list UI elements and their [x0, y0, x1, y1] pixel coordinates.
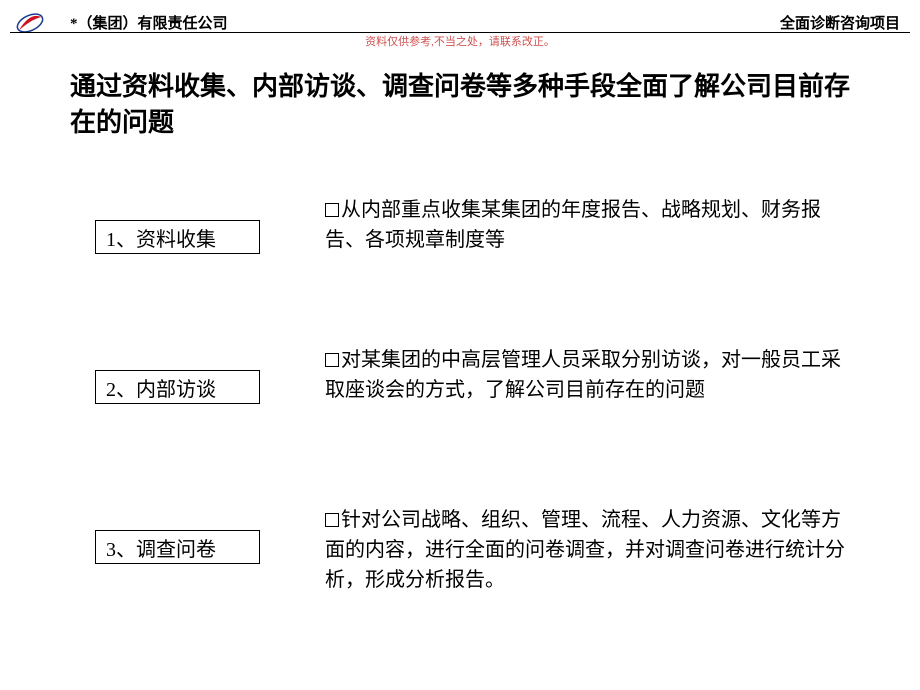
- bullet-icon: [325, 513, 339, 527]
- section-1-desc: 从内部重点收集某集团的年度报告、战略规划、财务报告、各项规章制度等: [325, 195, 860, 255]
- section-1-label: 1、资料收集: [95, 220, 260, 254]
- section-2-desc: 对某集团的中高层管理人员采取分别访谈，对一般员工采取座谈会的方式，了解公司目前存…: [325, 345, 860, 405]
- watermark-text: 资料仅供参考,不当之处，请联系改正。: [0, 33, 920, 49]
- section-2-desc-text: 对某集团的中高层管理人员采取分别访谈，对一般员工采取座谈会的方式，了解公司目前存…: [325, 349, 841, 401]
- section-3-label: 3、调查问卷: [95, 530, 260, 564]
- section-1-desc-text: 从内部重点收集某集团的年度报告、战略规划、财务报告、各项规章制度等: [325, 199, 821, 251]
- slide-header: *（集团）有限责任公司 全面诊断咨询项目 资料仅供参考,不当之处，请联系改正。: [0, 0, 920, 10]
- section-3-desc-text: 针对公司战略、组织、管理、流程、人力资源、文化等方面的内容，进行全面的问卷调查，…: [325, 509, 845, 591]
- slide-title: 通过资料收集、内部访谈、调查问卷等多种手段全面了解公司目前存在的问题: [70, 68, 860, 141]
- header-company-name: *（集团）有限责任公司: [70, 12, 228, 33]
- section-3-desc: 针对公司战略、组织、管理、流程、人力资源、文化等方面的内容，进行全面的问卷调查，…: [325, 505, 860, 595]
- bullet-icon: [325, 203, 339, 217]
- header-project-name: 全面诊断咨询项目: [780, 12, 900, 33]
- section-2-label: 2、内部访谈: [95, 370, 260, 404]
- bullet-icon: [325, 353, 339, 367]
